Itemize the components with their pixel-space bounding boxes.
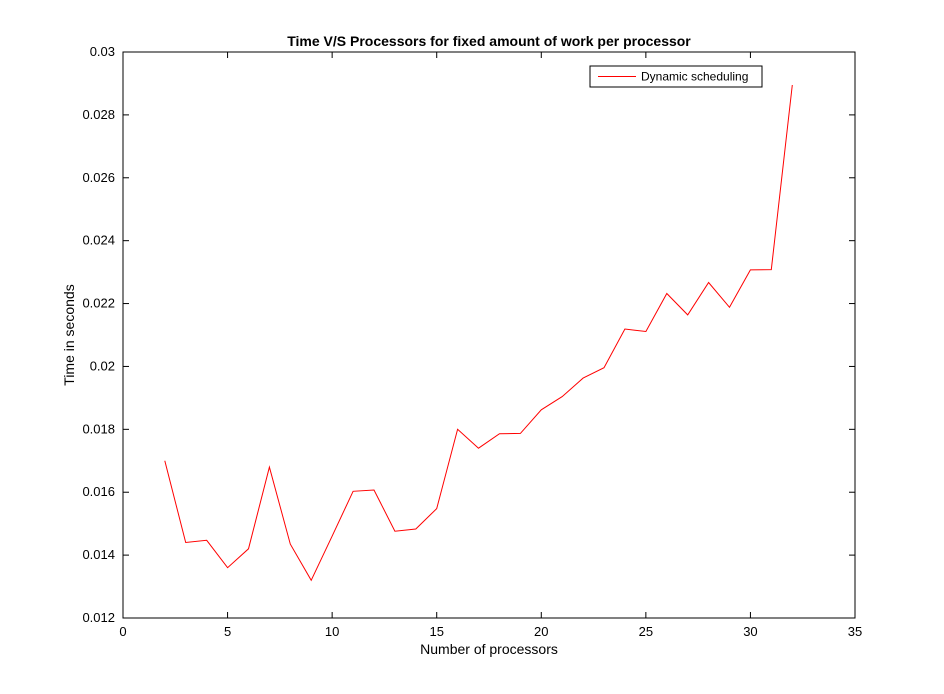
x-tick-label: 15 — [429, 624, 443, 639]
x-tick-label: 20 — [534, 624, 548, 639]
legend-label: Dynamic scheduling — [641, 70, 748, 84]
x-axis-label: Number of processors — [420, 641, 558, 657]
x-tick-label: 35 — [848, 624, 862, 639]
series-line-dynamic-scheduling — [164, 84, 793, 582]
plot-area-frame — [122, 51, 856, 619]
y-tick-label: 0.014 — [82, 547, 115, 562]
plot-border — [122, 51, 856, 619]
x-tick-label: 30 — [743, 624, 757, 639]
y-tick-label: 0.028 — [82, 107, 115, 122]
y-tick-labels: 0.012 0.014 0.016 0.018 0.02 0.022 0.024 0.026 0… — [82, 44, 115, 625]
legend-box — [589, 65, 763, 88]
x-tick-label: 25 — [639, 624, 653, 639]
y-tick-label: 0.03 — [90, 44, 115, 59]
x-tick-labels: 0 5 10 15 20 25 30 35 — [119, 624, 862, 639]
series-layer — [164, 84, 793, 582]
y-tick-label: 0.012 — [82, 610, 115, 625]
y-tick-label: 0.026 — [82, 170, 115, 185]
chart-title: Time V/S Processors for fixed amount of … — [287, 33, 691, 49]
y-tick-label: 0.016 — [82, 484, 115, 499]
y-tick-label: 0.022 — [82, 296, 115, 311]
y-tick-label: 0.024 — [82, 233, 115, 248]
x-tick-label: 10 — [325, 624, 339, 639]
axis-ticks — [122, 51, 856, 619]
y-axis-label: Time in seconds — [61, 284, 77, 385]
legend: Dynamic scheduling — [589, 65, 763, 88]
x-tick-label: 0 — [119, 624, 126, 639]
y-tick-label: 0.018 — [82, 421, 115, 436]
y-tick-label: 0.02 — [90, 358, 115, 373]
x-tick-label: 5 — [224, 624, 231, 639]
